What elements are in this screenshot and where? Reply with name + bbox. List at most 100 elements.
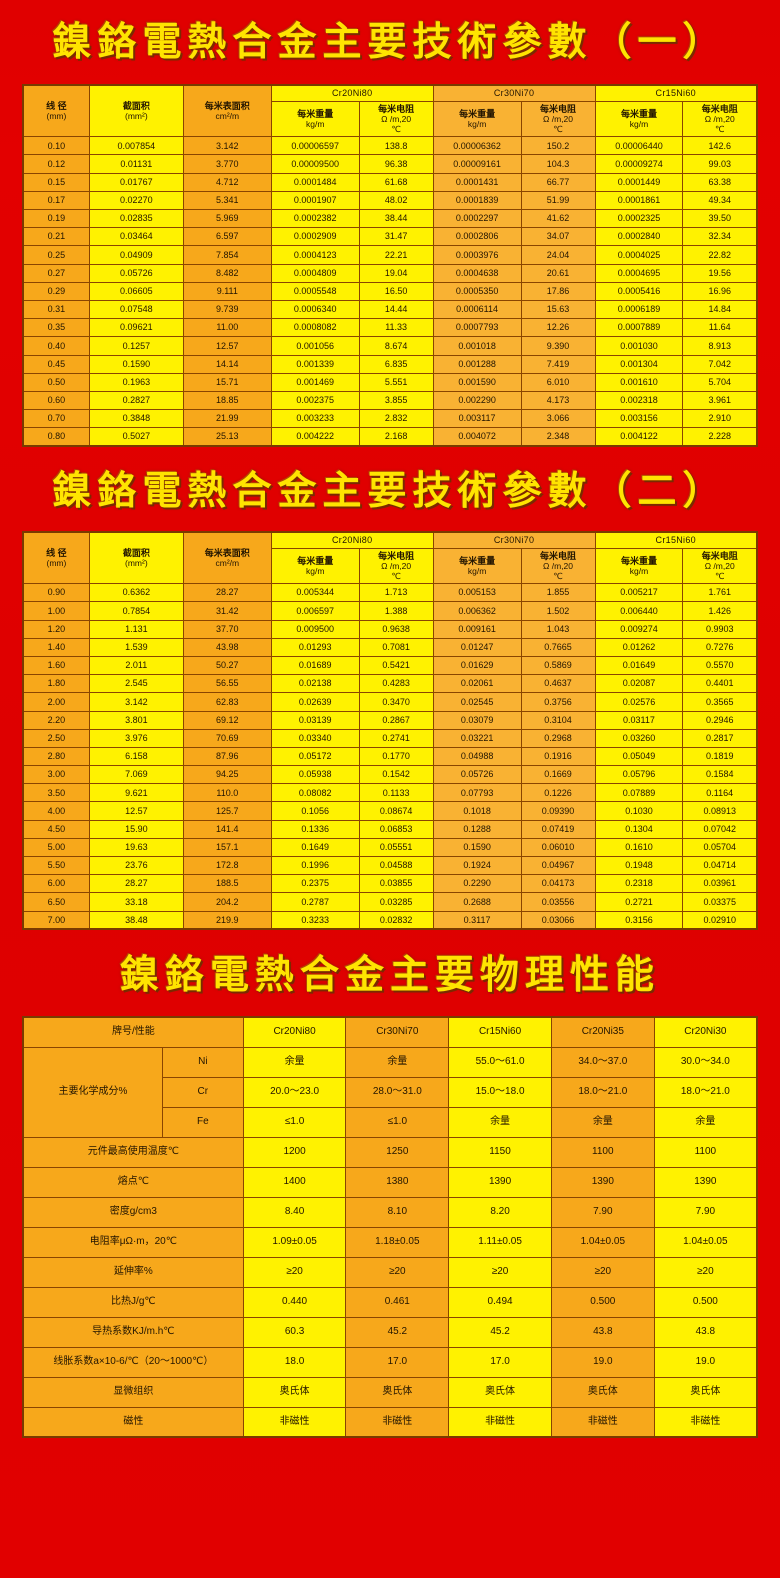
table-row: 元件最高使用温度℃ 1200 1250 1150 1100 1100 xyxy=(22,1136,758,1168)
table-cell: 余量 xyxy=(550,1106,655,1138)
table-cell: 45.2 xyxy=(345,1316,450,1348)
table-cell: 2.348 xyxy=(520,427,596,447)
table-cell: 0.03260 xyxy=(594,728,684,748)
table-cell: 0.0001484 xyxy=(270,172,360,192)
header-weight-cr20ni80: 每米重量 kg/m xyxy=(270,547,360,585)
table-cell: 0.002318 xyxy=(594,390,684,411)
table-1-header-row-groups: 线 径 (mm) 截面积 (mm²) 每米表面积 cm²/m Cr20Ni80 … xyxy=(22,84,758,138)
table-cell: 5.704 xyxy=(682,372,758,392)
table-cell: 0.31 xyxy=(22,299,90,320)
table-cell: 6.158 xyxy=(88,746,184,767)
table-cell: 0.0003976 xyxy=(432,245,522,265)
table-cell: 0.2787 xyxy=(270,892,360,912)
table-cell: 0.1916 xyxy=(520,746,596,767)
table-cell: 50.27 xyxy=(182,655,272,676)
table-row: 1.60 2.011 50.27 0.01689 0.5421 0.01629 0.5869… xyxy=(22,655,758,676)
table-cell: 0.2290 xyxy=(432,874,522,894)
table-cell: 8.40 xyxy=(242,1196,347,1228)
table-cell: 11.33 xyxy=(358,318,434,338)
table-cell: 9.739 xyxy=(182,299,272,320)
page-title-section-3: 鎳鉻電熱合金主要物理性能 xyxy=(119,952,660,999)
row-label: 密度g/cm3 xyxy=(22,1196,244,1228)
table-cell: 0.07889 xyxy=(594,783,684,803)
table-row: 0.70 0.3848 21.99 0.003233 2.832 0.003117 3.06… xyxy=(22,409,758,429)
table-cell: 0.1164 xyxy=(682,783,758,803)
table-cell: 94.25 xyxy=(182,765,272,785)
table-cell: 1.502 xyxy=(520,601,596,621)
table-cell: 0.1542 xyxy=(358,765,434,785)
table-cell: 34.0～37.0 xyxy=(550,1046,655,1078)
table-cell: 0.9638 xyxy=(358,619,434,639)
table-cell: 39.50 xyxy=(682,208,758,229)
table-cell: 8.20 xyxy=(448,1196,552,1228)
table-cell: 0.70 xyxy=(22,409,90,429)
table-cell: 0.03464 xyxy=(88,227,184,247)
header-grade-cr20ni35: Cr20Ni35 xyxy=(550,1016,655,1048)
table-cell: 0.1304 xyxy=(594,819,684,839)
table-cell: 62.83 xyxy=(182,692,272,712)
table-cell: 0.0006189 xyxy=(594,299,684,320)
table-cell: 49.34 xyxy=(682,190,758,211)
table-cell: 0.0008082 xyxy=(270,318,360,338)
table-cell: 0.0004695 xyxy=(594,263,684,283)
table-cell: 2.832 xyxy=(358,409,434,429)
table-cell: 56.55 xyxy=(182,674,272,694)
table-cell: 22.21 xyxy=(358,245,434,265)
table-cell: 1.713 xyxy=(358,583,434,603)
table-cell: 69.12 xyxy=(182,710,272,730)
table-cell: 0.0002382 xyxy=(270,208,360,229)
header-wire-diameter: 线 径 (mm) xyxy=(22,84,90,138)
table-row: 7.00 38.48 219.9 0.3233 0.02832 0.3117 0.03066… xyxy=(22,910,758,930)
table-cell: 0.04967 xyxy=(520,855,596,876)
table-cell: 1150 xyxy=(448,1136,552,1168)
table-cell: 0.05726 xyxy=(432,765,522,785)
table-cell: 1390 xyxy=(448,1166,552,1198)
table-cell: 0.00006362 xyxy=(432,136,522,156)
table-cell: 0.03079 xyxy=(432,710,522,730)
table-cell: 11.00 xyxy=(182,318,272,338)
table-cell: 66.77 xyxy=(520,172,596,192)
table-3-wrapper: 牌号/性能 Cr20Ni80 Cr30Ni70 Cr15Ni60 Cr20Ni35 Cr2… xyxy=(0,1016,780,1439)
table-row: 0.60 0.2827 18.85 0.002375 3.855 0.002290 4.17… xyxy=(22,390,758,411)
header-resistance-cr30ni70: 每米电阻 Ω /m,20 ℃ xyxy=(520,100,596,138)
table-cell: 2.00 xyxy=(22,692,90,712)
table-row: 2.00 3.142 62.83 0.02639 0.3470 0.02545 0.3756… xyxy=(22,692,758,712)
table-cell: 1250 xyxy=(345,1136,450,1168)
table-row: 0.31 0.07548 9.739 0.0006340 14.44 0.0006114 1… xyxy=(22,299,758,320)
table-cell: 0.6362 xyxy=(88,583,184,603)
table-cell: 0.1584 xyxy=(682,765,758,785)
table-row: 5.50 23.76 172.8 0.1996 0.04588 0.1924 0.04967… xyxy=(22,855,758,876)
row-label: 熔点℃ xyxy=(22,1166,244,1198)
table-cell: 9.111 xyxy=(182,281,272,301)
table-cell: 18.0～21.0 xyxy=(653,1076,758,1108)
table-cell: 11.64 xyxy=(682,318,758,338)
table-cell: 0.05796 xyxy=(594,765,684,785)
table-cell: 0.0002840 xyxy=(594,227,684,247)
table-cell: 5.969 xyxy=(182,208,272,229)
table-row: 6.50 33.18 204.2 0.2787 0.03285 0.2688 0.03556… xyxy=(22,892,758,912)
physical-properties-table: 牌号/性能 Cr20Ni80 Cr30Ni70 Cr15Ni60 Cr20Ni35 Cr2… xyxy=(22,1016,758,1439)
header-resistance-cr20ni80: 每米电阻 Ω /m,20 ℃ xyxy=(358,547,434,585)
table-row: 磁性 非磁性 非磁性 非磁性 非磁性 非磁性 xyxy=(22,1406,758,1438)
table-cell: 0.001056 xyxy=(270,336,360,356)
table-cell: 2.80 xyxy=(22,746,90,767)
table-cell: 0.1018 xyxy=(432,801,522,821)
table-2-head: 线 径 (mm) 截面积 (mm²) 每米表面积 cm²/m Cr20Ni80 … xyxy=(22,531,758,585)
table-cell: 0.461 xyxy=(345,1286,450,1318)
table-cell: 0.1590 xyxy=(432,837,522,858)
table-cell: 157.1 xyxy=(182,837,272,858)
table-cell: 0.002375 xyxy=(270,390,360,411)
table-cell: 0.35 xyxy=(22,318,90,338)
table-cell: 0.005217 xyxy=(594,583,684,603)
table-cell: 5.551 xyxy=(358,372,434,392)
table-cell: 0.0001431 xyxy=(432,172,522,192)
table-cell: 3.855 xyxy=(358,390,434,411)
table-cell: 4.712 xyxy=(182,172,272,192)
table-cell: 0.2721 xyxy=(594,892,684,912)
table-cell: 0.02835 xyxy=(88,208,184,229)
table-cell: 1390 xyxy=(550,1166,655,1198)
table-cell: 0.1770 xyxy=(358,746,434,767)
table-cell: 4.00 xyxy=(22,801,90,821)
table-cell: 0.02087 xyxy=(594,674,684,694)
table-cell: 0.0002909 xyxy=(270,227,360,247)
